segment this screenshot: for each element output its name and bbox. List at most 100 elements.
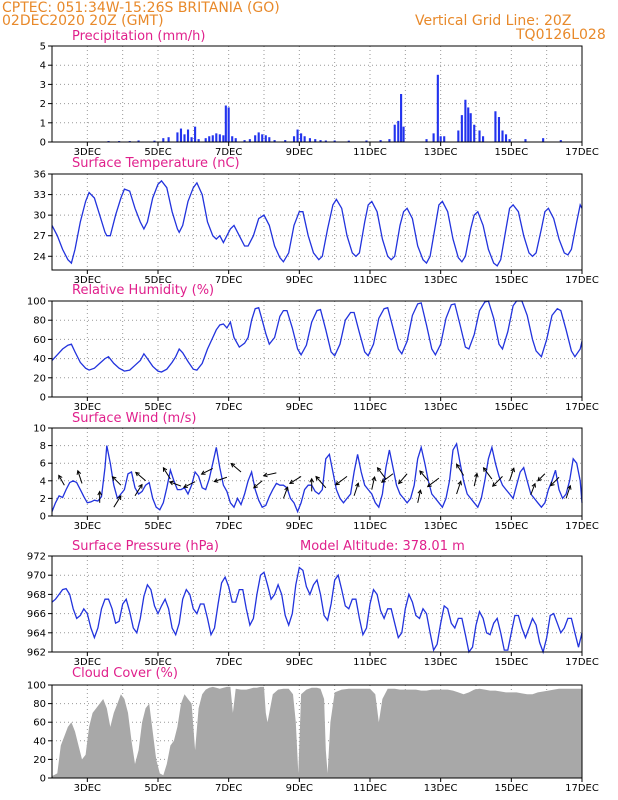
wind-vector-arrowhead: [117, 495, 122, 501]
wind-vector-arrowhead: [230, 462, 236, 468]
cloud-ytick-label: 100: [27, 681, 46, 692]
precip-ytick-label: 1: [40, 118, 46, 129]
wind-vector-arrowhead: [213, 478, 219, 483]
pressure-xtick-label: 17DEC: [565, 657, 599, 668]
wind-vector-arrowhead: [315, 475, 320, 481]
precip-bar: [215, 133, 218, 142]
precip-xtick-label: 11DEC: [353, 147, 387, 158]
precip-bar: [231, 136, 234, 142]
pressure-title: Surface Pressure (hPa): [72, 539, 219, 554]
wind-vector-arrowhead: [531, 482, 536, 488]
wind-vector-arrowhead: [491, 482, 497, 487]
wind-vector-arrow: [417, 490, 421, 503]
temp-ytick-label: 33: [33, 190, 46, 201]
wind-vector-arrowhead: [200, 470, 206, 475]
precip-bar: [501, 130, 504, 142]
precip-bar: [508, 139, 511, 142]
precip-bar: [218, 134, 221, 142]
precip-bar: [186, 129, 190, 142]
precip-bar: [273, 140, 276, 142]
cloud-frame: [51, 684, 583, 779]
wind-vector-arrow: [456, 464, 465, 476]
precip-bar: [176, 132, 179, 142]
precip-bar: [222, 135, 225, 142]
precip-bar: [248, 139, 251, 142]
wind-vector-arrowhead: [168, 480, 174, 486]
wind-xtick-label: 15DEC: [494, 521, 528, 532]
wind-vector-arrowhead: [537, 476, 542, 482]
wind-vector-arrow: [162, 467, 171, 480]
wind-ytick-label: 10: [33, 424, 46, 435]
precip-bar: [137, 140, 140, 142]
precip-bar: [204, 138, 207, 142]
cloud-ytick-label: 40: [33, 736, 46, 747]
run-datetime: 02DEC2020 20Z (GMT): [2, 13, 164, 29]
temp-ytick-label: 30: [33, 211, 46, 222]
precip-bar: [497, 117, 501, 142]
wind-vector-arrowhead: [284, 486, 289, 492]
precip-bar: [494, 111, 497, 142]
precip-bar: [264, 135, 267, 142]
precip-bar: [314, 139, 317, 142]
wind-vector-arrowhead: [474, 472, 479, 478]
precip-bar: [224, 105, 227, 142]
precip-xtick-label: 5DEC: [144, 147, 171, 158]
wind-vector-arrowhead: [309, 477, 315, 483]
precip-bar: [261, 134, 264, 142]
precip-bar: [524, 139, 527, 142]
precip-bar: [254, 135, 257, 142]
wind-vector-arrow: [537, 473, 546, 482]
wind-vector-arrow: [77, 470, 83, 484]
wind-vector-arrow: [398, 473, 408, 484]
wind-vector-arrow: [427, 477, 440, 487]
precip-xtick-label: 7DEC: [215, 147, 242, 158]
temp-xtick-label: 11DEC: [353, 275, 387, 286]
precip-bar: [504, 134, 508, 142]
station-header: CPTEC: 051:34W-15:26S BRITANIA (GO): [2, 0, 280, 16]
model-altitude: Model Altitude: 378.01 m: [300, 539, 465, 554]
precip-bar: [257, 132, 260, 142]
wind-vector-arrowhead: [262, 472, 268, 478]
pressure-xtick-label: 11DEC: [353, 657, 387, 668]
precip-xtick-label: 9DEC: [286, 147, 313, 158]
precip-title: Precipitation (mm/h): [72, 29, 206, 44]
precip-bar: [234, 138, 237, 142]
precip-bar: [208, 136, 211, 142]
precip-bar: [268, 137, 271, 142]
precip-bar: [432, 133, 435, 142]
wind-vector-arrow: [134, 484, 143, 497]
wind-vector-arrow: [550, 476, 560, 487]
grid-line-note: Vertical Grid Line: 20Z: [415, 13, 572, 29]
temp-xtick-label: 5DEC: [144, 275, 171, 286]
wind-vector-arrowhead: [289, 479, 294, 484]
wind-vector-arrow: [214, 476, 228, 482]
precip-bar: [153, 140, 156, 142]
wind-vector-arrowhead: [371, 475, 377, 481]
wind-xtick-label: 13DEC: [424, 521, 458, 532]
precip-bar: [319, 140, 322, 142]
wind-vector-arrow: [381, 473, 394, 483]
precip-bar: [464, 99, 467, 142]
humidity-xtick-label: 15DEC: [494, 402, 528, 413]
wind-vector-arrow: [509, 468, 515, 481]
precip-bar: [559, 140, 562, 142]
wind-vector-arrowhead: [111, 476, 117, 481]
pressure-ytick-label: 968: [27, 590, 46, 601]
humidity-ytick-label: 80: [33, 316, 46, 327]
precip-bar: [167, 137, 170, 142]
precip-frame: [51, 45, 583, 143]
pressure-xtick-label: 3DEC: [74, 657, 101, 668]
precip-ytick-label: 5: [40, 42, 46, 53]
wind-vector-arrowhead: [419, 470, 424, 476]
precip-bar: [347, 140, 350, 142]
temp-ytick-label: 27: [33, 231, 46, 242]
precip-bar: [473, 124, 476, 142]
cloud-ytick-label: 20: [33, 755, 46, 766]
humidity-title: Relative Humidity (%): [72, 283, 215, 298]
precip-bar: [425, 139, 428, 142]
wind-xtick-label: 9DEC: [286, 521, 313, 532]
wind-vector-arrow: [565, 485, 571, 499]
humidity-xtick-label: 7DEC: [215, 402, 242, 413]
precip-bar: [162, 138, 165, 142]
